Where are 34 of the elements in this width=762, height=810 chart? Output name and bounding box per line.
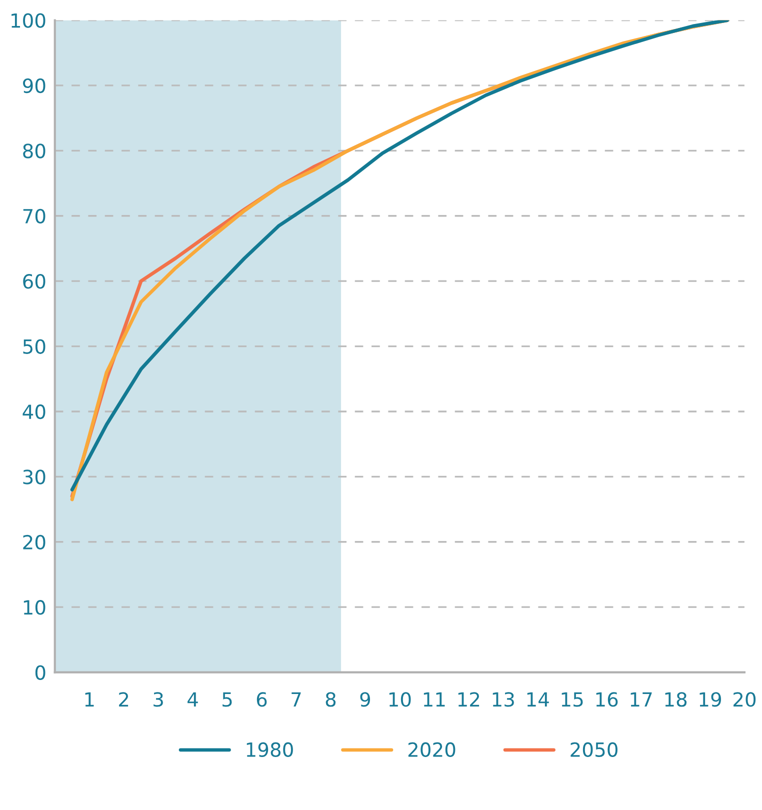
legend-label: 2020 bbox=[408, 742, 456, 758]
y-tick-label: 80 bbox=[23, 144, 46, 158]
y-tick-label: 60 bbox=[23, 274, 46, 289]
x-tick-label: 12 bbox=[458, 692, 480, 707]
y-tick-label: 50 bbox=[23, 339, 46, 354]
y-tick-label: 20 bbox=[23, 534, 46, 550]
x-tick-label: 17 bbox=[630, 692, 652, 707]
x-tick-label: 1 bbox=[85, 692, 94, 707]
x-tick-label: 14 bbox=[527, 692, 549, 707]
legend-label: 1980 bbox=[246, 742, 293, 758]
x-tick-label: 16 bbox=[596, 692, 618, 707]
x-tick-label: 10 bbox=[389, 692, 411, 707]
legend-label: 2050 bbox=[570, 742, 618, 758]
x-tick-label: 18 bbox=[665, 692, 687, 707]
x-tick-label: 8 bbox=[326, 692, 336, 707]
x-tick-label: 19 bbox=[700, 692, 721, 707]
x-tick-label: 4 bbox=[188, 692, 198, 707]
y-tick-label: 100 bbox=[12, 13, 46, 28]
x-tick-label: 3 bbox=[154, 692, 163, 707]
x-tick-label: 11 bbox=[424, 692, 445, 707]
y-tick-label: 30 bbox=[23, 470, 46, 484]
x-tick-label: 20 bbox=[734, 692, 756, 707]
x-tick-label: 15 bbox=[562, 692, 583, 707]
x-tick-label: 6 bbox=[256, 692, 267, 707]
y-tick-label: 70 bbox=[23, 208, 46, 224]
x-tick-label: 7 bbox=[292, 692, 301, 707]
x-tick-label: 2 bbox=[119, 692, 128, 707]
y-tick-label: 90 bbox=[23, 78, 46, 94]
x-tick-label: 9 bbox=[360, 692, 370, 707]
x-tick-label: 5 bbox=[222, 692, 232, 707]
x-tick-label: 13 bbox=[492, 692, 514, 707]
y-tick-label: 40 bbox=[22, 404, 46, 420]
y-tick-label: 10 bbox=[24, 600, 46, 615]
y-tick-label: 0 bbox=[35, 665, 46, 680]
